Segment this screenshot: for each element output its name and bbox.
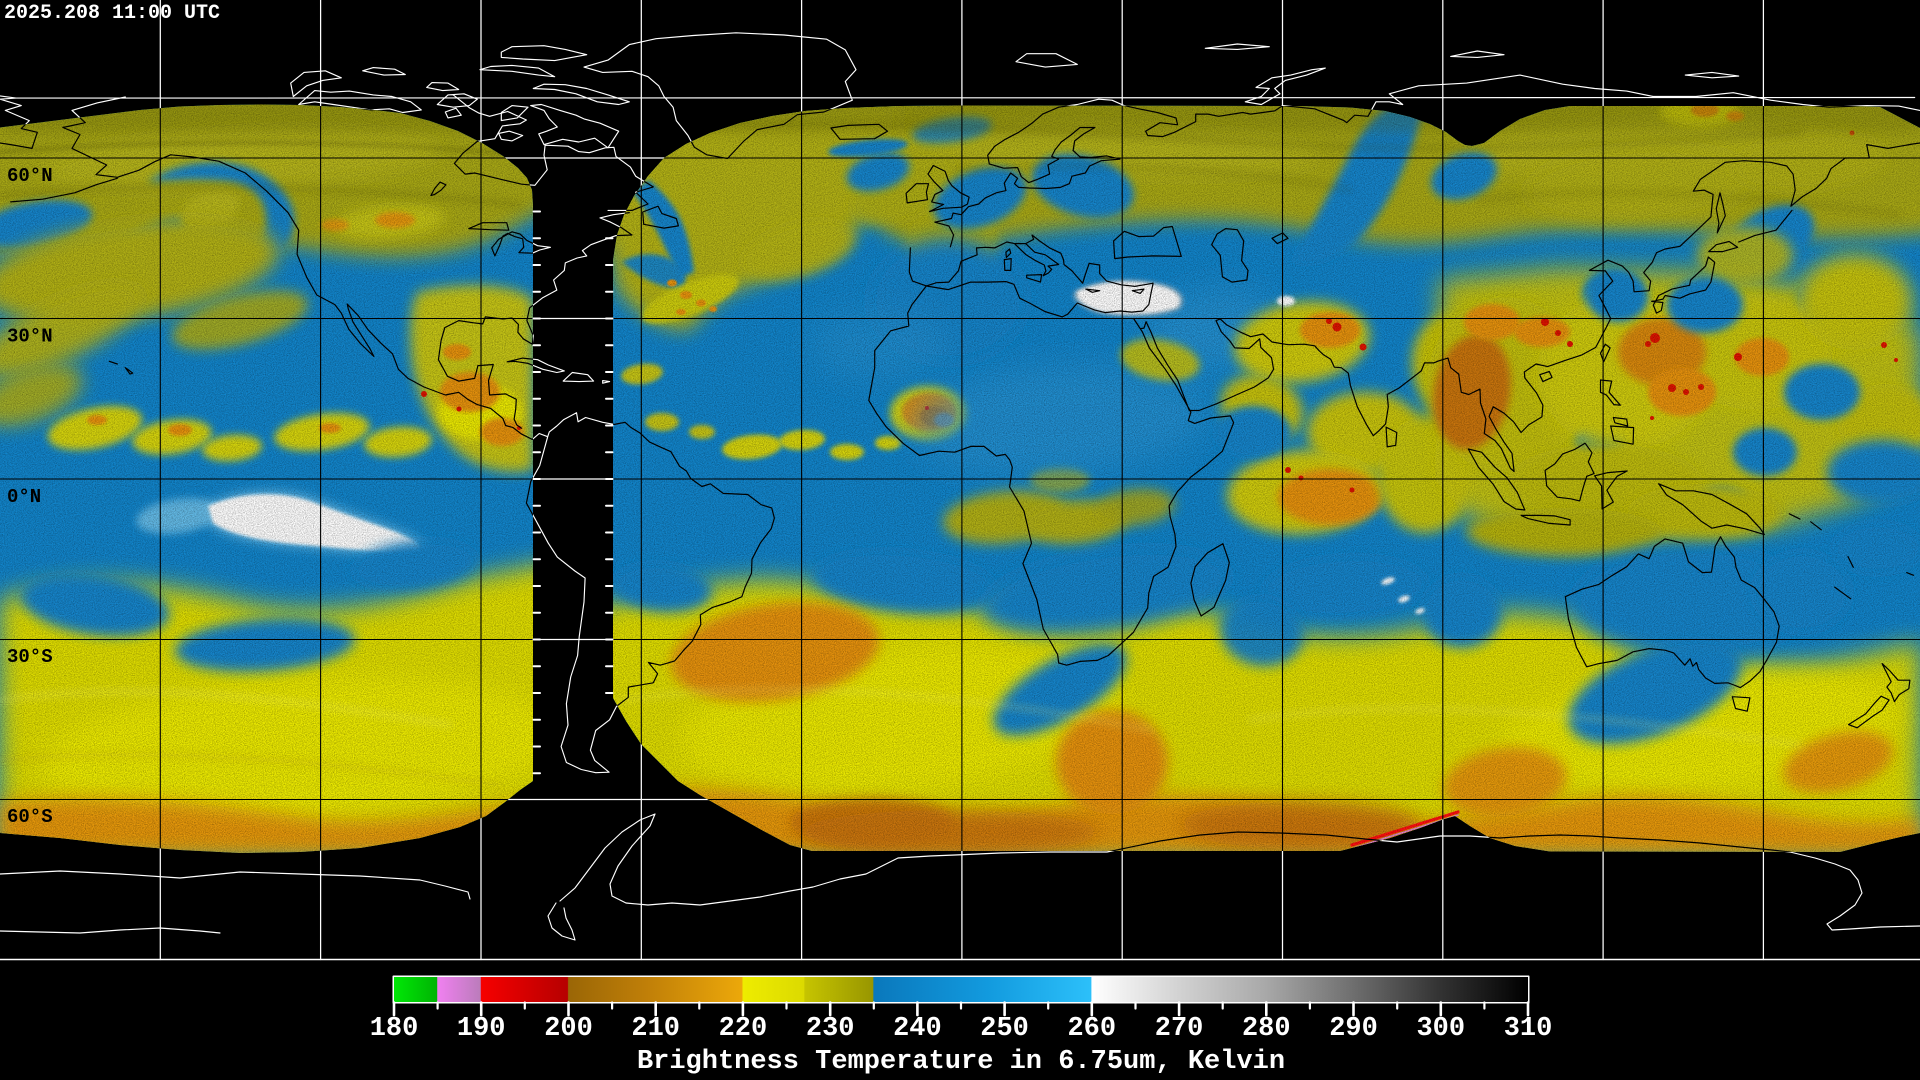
svg-text:30°N: 30°N [7, 326, 53, 348]
svg-text:260: 260 [1067, 1014, 1116, 1044]
svg-text:0°N: 0°N [7, 486, 41, 508]
svg-text:290: 290 [1329, 1014, 1378, 1044]
svg-text:210: 210 [631, 1014, 680, 1044]
svg-text:190: 190 [457, 1014, 506, 1044]
svg-text:240: 240 [893, 1014, 942, 1044]
svg-text:270: 270 [1155, 1014, 1204, 1044]
svg-text:180: 180 [370, 1014, 419, 1044]
svg-text:2025.208 11:00 UTC: 2025.208 11:00 UTC [4, 2, 220, 25]
svg-text:Brightness Temperature in 6.75: Brightness Temperature in 6.75um, Kelvin [637, 1047, 1285, 1077]
svg-text:230: 230 [806, 1014, 855, 1044]
svg-text:60°N: 60°N [7, 165, 53, 187]
svg-text:60°S: 60°S [7, 806, 53, 828]
svg-text:200: 200 [544, 1014, 593, 1044]
svg-text:220: 220 [719, 1014, 768, 1044]
svg-text:280: 280 [1242, 1014, 1291, 1044]
svg-text:250: 250 [980, 1014, 1029, 1044]
svg-text:300: 300 [1416, 1014, 1465, 1044]
svg-text:310: 310 [1504, 1014, 1553, 1044]
svg-text:30°S: 30°S [7, 646, 53, 668]
